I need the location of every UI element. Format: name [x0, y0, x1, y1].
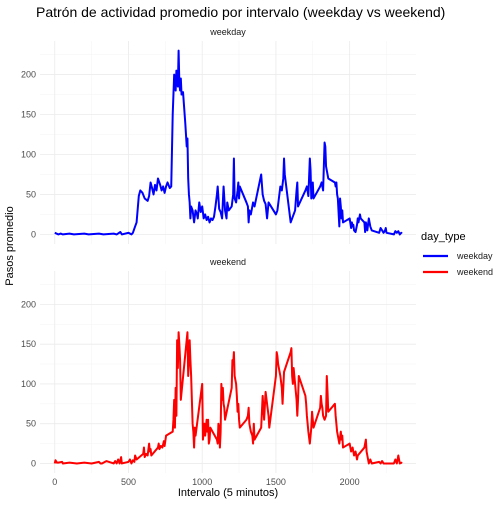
- y-tick-label: 150: [21, 110, 36, 120]
- facet-strip-weekday: weekday: [209, 27, 246, 37]
- legend-title: day_type: [421, 231, 466, 243]
- y-tick-label: 50: [26, 419, 36, 429]
- y-tick-label: 200: [21, 299, 36, 309]
- facet-panel-weekend: 0 500 1000 1500 2000 0 50 100 150 200: [21, 271, 416, 487]
- y-tick-label: 0: [31, 458, 36, 468]
- x-tick-label: 1500: [266, 477, 286, 487]
- chart-title: Patrón de actividad promedio por interva…: [36, 4, 445, 20]
- y-tick-label: 150: [21, 339, 36, 349]
- x-tick-label: 500: [121, 477, 136, 487]
- legend-label-weekday: weekday: [456, 251, 493, 261]
- y-axis-label: Pasos promedio: [4, 206, 16, 286]
- y-tick-label: 200: [21, 70, 36, 80]
- y-tick-label: 100: [21, 149, 36, 159]
- facet-strip-weekend: weekend: [209, 257, 246, 267]
- legend: day_type weekday weekend: [421, 231, 493, 277]
- y-tick-label: 100: [21, 379, 36, 389]
- y-tick-label: 50: [26, 189, 36, 199]
- x-tick-label: 0: [52, 477, 57, 487]
- x-tick-label: 2000: [340, 477, 360, 487]
- facet-panel-weekday: 0 50 100 150 200: [21, 41, 416, 244]
- x-axis-label: Intervalo (5 minutos): [178, 487, 278, 499]
- y-tick-label: 0: [31, 229, 36, 239]
- series-line-weekend: [53, 331, 403, 465]
- x-tick-label: 1000: [192, 477, 212, 487]
- legend-label-weekend: weekend: [456, 267, 493, 277]
- series-line-weekday: [54, 49, 403, 236]
